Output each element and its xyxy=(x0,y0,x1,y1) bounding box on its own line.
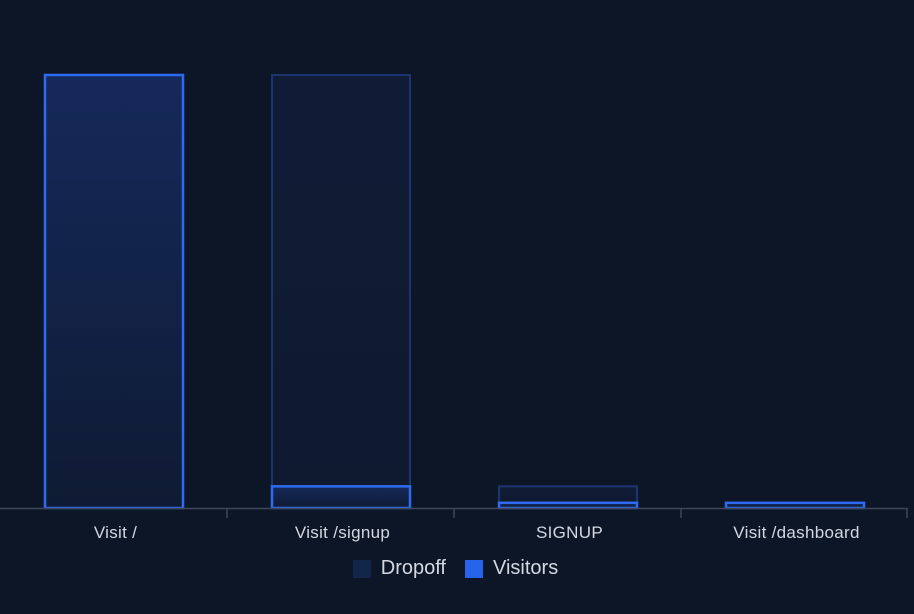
x-tick-label-0: Visit / xyxy=(94,523,137,542)
bar-visitors-3[interactable] xyxy=(724,501,866,510)
x-tick-labels: Visit / Visit /signup SIGNUP Visit /dashboa… xyxy=(94,523,860,542)
bar-visitors-1[interactable] xyxy=(270,485,412,510)
bar-visitors-0[interactable] xyxy=(43,73,185,510)
legend-swatch-dropoff xyxy=(352,559,371,578)
legend: Dropoff Visitors xyxy=(0,557,914,580)
bar-visitors-2[interactable] xyxy=(497,501,639,510)
legend-item-dropoff[interactable]: Dropoff xyxy=(352,557,446,580)
x-tick-label-3: Visit /dashboard xyxy=(733,523,859,542)
legend-item-visitors[interactable]: Visitors xyxy=(465,557,558,580)
legend-label-dropoff: Dropoff xyxy=(380,557,446,579)
x-axis xyxy=(0,507,908,518)
bar-dropoff-1[interactable] xyxy=(271,74,411,488)
x-tick-label-1: Visit /signup xyxy=(295,523,390,542)
bars-group xyxy=(43,73,866,510)
legend-label-visitors: Visitors xyxy=(493,557,559,579)
legend-swatch-visitors xyxy=(465,559,483,578)
x-tick-label-2: SIGNUP xyxy=(536,523,603,542)
bar-dropoff-2[interactable] xyxy=(498,485,638,504)
